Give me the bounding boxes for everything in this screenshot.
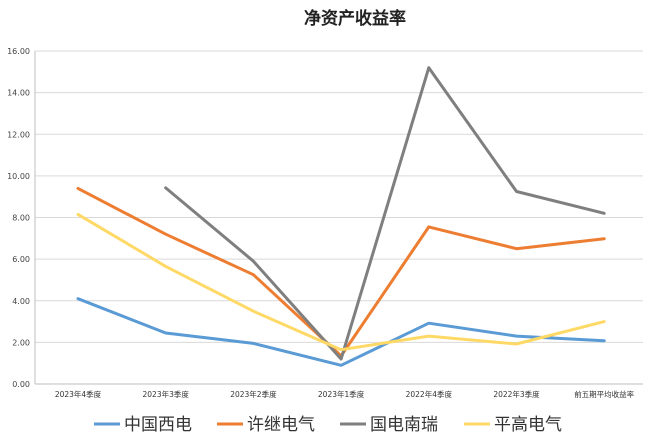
data-point xyxy=(515,343,518,346)
data-point xyxy=(252,310,255,313)
x-tick-labels: 2023年4季度 2023年3季度 2023年2季度 2023年1季度 2022年4季度… xyxy=(55,389,635,399)
data-point xyxy=(340,358,343,361)
data-point xyxy=(164,265,167,268)
y-tick-label: 0.00 xyxy=(12,380,30,389)
data-point xyxy=(252,273,255,276)
data-point xyxy=(603,320,606,323)
legend-label: 国电南瑞 xyxy=(370,415,438,435)
grid-lines xyxy=(35,50,643,343)
data-point xyxy=(340,348,343,351)
legend-label: 中国西电 xyxy=(124,415,192,435)
data-point xyxy=(77,213,80,216)
legend-label: 许继电气 xyxy=(247,415,315,435)
data-point xyxy=(164,332,167,335)
legend-item-3[interactable]: 国电南瑞 xyxy=(340,415,438,435)
x-tick-label: 前五期平均收益率 xyxy=(574,389,634,399)
y-tick-label: 14.00 xyxy=(7,89,30,98)
legend[interactable]: 中国西电 许继电气 国电南瑞 平高电气 xyxy=(94,415,562,435)
y-tick-labels: 0.00 2.00 4.00 6.00 8.00 10.00 12.00 14.00 16.00 xyxy=(7,47,30,389)
y-tick-label: 6.00 xyxy=(12,255,30,264)
legend-item-2[interactable]: 许继电气 xyxy=(217,415,315,435)
data-point xyxy=(603,237,606,240)
y-tick-label: 10.00 xyxy=(7,172,30,181)
legend-item-4[interactable]: 平高电气 xyxy=(464,415,562,435)
data-point xyxy=(252,260,255,263)
data-point xyxy=(252,342,255,345)
chart-title: 净资产收益率 xyxy=(304,8,406,29)
data-point xyxy=(77,187,80,190)
x-tick-label: 2022年3季度 xyxy=(493,389,540,399)
y-tick-label: 2.00 xyxy=(12,338,30,347)
data-point xyxy=(515,247,518,250)
series-line-4[interactable] xyxy=(76,212,606,352)
y-tick-label: 16.00 xyxy=(7,47,30,56)
data-point xyxy=(515,335,518,338)
series-line-1[interactable] xyxy=(76,297,606,367)
x-tick-label: 2023年1季度 xyxy=(318,389,365,399)
x-tick-label: 2023年2季度 xyxy=(230,389,277,399)
data-point xyxy=(164,233,167,236)
data-point xyxy=(427,322,430,325)
y-tick-label: 8.00 xyxy=(12,214,30,223)
legend-label: 平高电气 xyxy=(494,415,562,435)
data-point xyxy=(427,225,430,228)
data-point xyxy=(164,186,167,189)
data-point xyxy=(427,66,430,69)
series-lines xyxy=(76,66,606,367)
data-point xyxy=(603,212,606,215)
data-point xyxy=(340,364,343,367)
data-point xyxy=(77,297,80,300)
axes xyxy=(34,51,643,385)
data-point xyxy=(515,190,518,193)
y-tick-label: 4.00 xyxy=(12,297,30,306)
x-tick-label: 2022年4季度 xyxy=(406,389,453,399)
y-tick-label: 12.00 xyxy=(7,130,30,139)
x-tick-label: 2023年3季度 xyxy=(143,389,190,399)
series-line-3[interactable] xyxy=(164,66,606,361)
data-point xyxy=(427,335,430,338)
x-tick-label: 2023年4季度 xyxy=(55,389,102,399)
data-point xyxy=(603,339,606,342)
legend-item-1[interactable]: 中国西电 xyxy=(94,415,192,435)
